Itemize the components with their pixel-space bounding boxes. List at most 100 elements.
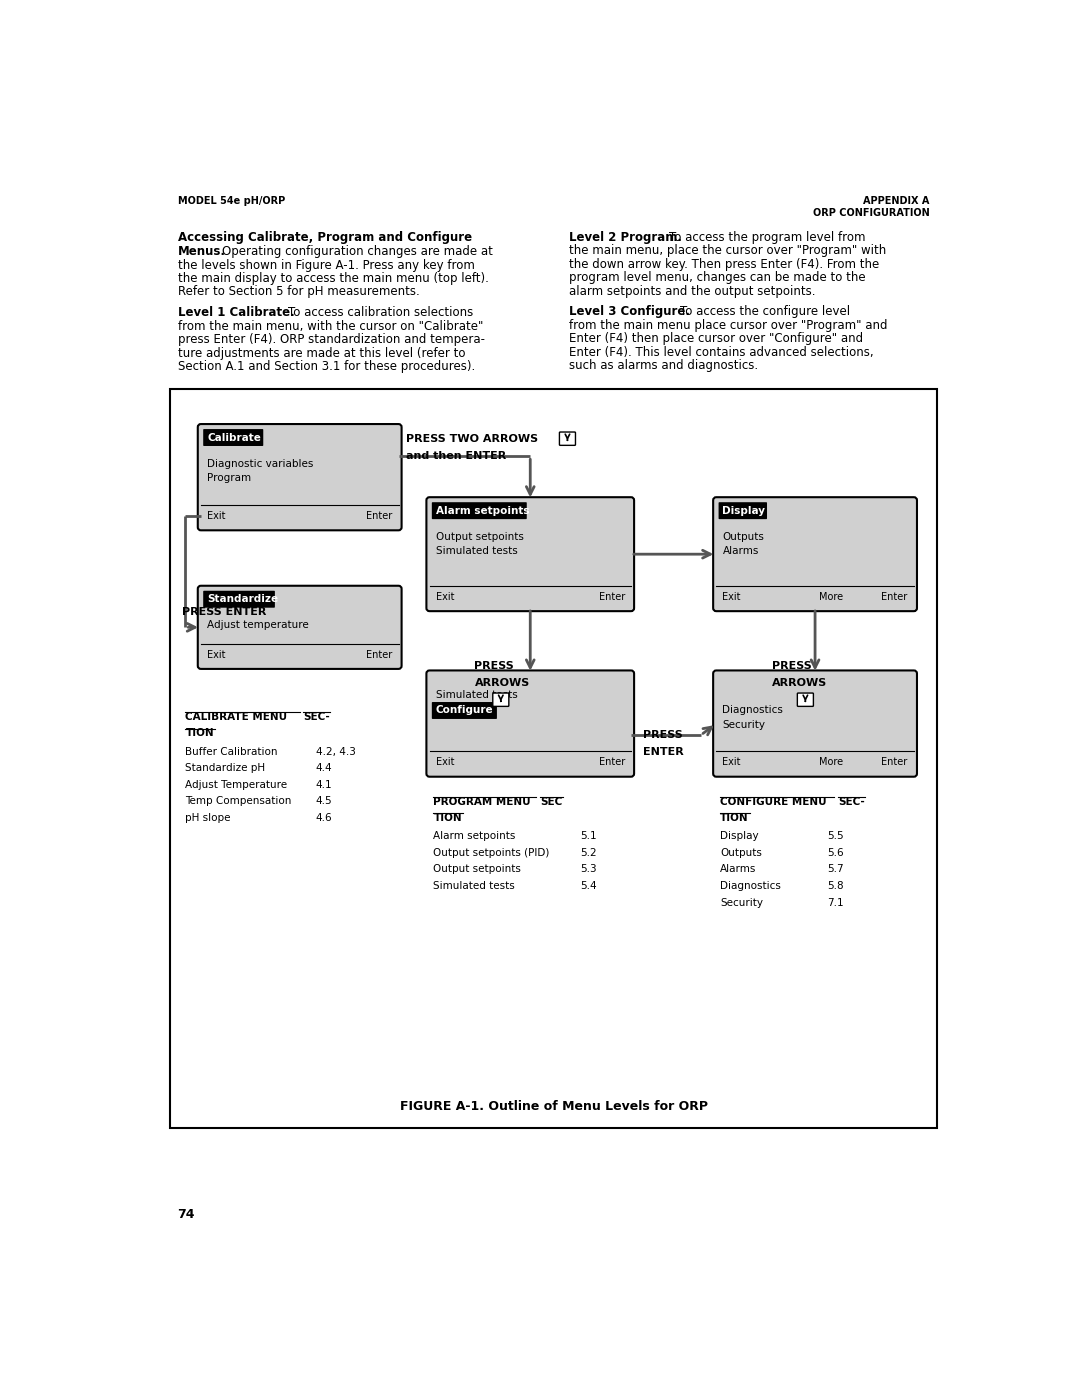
Text: Outputs: Outputs xyxy=(723,532,765,542)
FancyBboxPatch shape xyxy=(713,497,917,610)
Text: TION: TION xyxy=(433,813,462,823)
Text: Program: Program xyxy=(207,474,252,483)
Text: the levels shown in Figure A-1. Press any key from: the levels shown in Figure A-1. Press an… xyxy=(177,258,474,271)
Text: Temp Compensation: Temp Compensation xyxy=(186,796,292,806)
Text: 5.3: 5.3 xyxy=(581,865,597,875)
Text: Level 2 Program.: Level 2 Program. xyxy=(569,231,681,244)
Text: SEC-: SEC- xyxy=(303,712,329,722)
Text: Enter (F4). This level contains advanced selections,: Enter (F4). This level contains advanced… xyxy=(569,346,874,359)
Text: Diagnostics: Diagnostics xyxy=(723,705,783,715)
Text: ENTER: ENTER xyxy=(643,747,684,757)
Text: ARROWS: ARROWS xyxy=(474,678,529,687)
Text: Diagnostics: Diagnostics xyxy=(720,882,781,891)
Text: MODEL 54e pH/ORP: MODEL 54e pH/ORP xyxy=(177,196,285,207)
Text: Accessing Calibrate, Program and Configure: Accessing Calibrate, Program and Configu… xyxy=(177,231,472,244)
Text: PRESS: PRESS xyxy=(772,661,812,671)
Text: 5.8: 5.8 xyxy=(827,882,843,891)
FancyBboxPatch shape xyxy=(797,693,813,707)
Text: Standardize: Standardize xyxy=(207,594,279,605)
Text: Output setpoints: Output setpoints xyxy=(435,532,524,542)
Text: PROGRAM MENU: PROGRAM MENU xyxy=(433,796,531,806)
FancyBboxPatch shape xyxy=(713,671,917,777)
Text: Enter (F4) then place cursor over "Configure" and: Enter (F4) then place cursor over "Confi… xyxy=(569,332,863,345)
Text: Menus.: Menus. xyxy=(177,244,226,258)
Text: program level menu, changes can be made to the: program level menu, changes can be made … xyxy=(569,271,866,284)
Text: To access the program level from: To access the program level from xyxy=(669,231,865,244)
Text: Configure: Configure xyxy=(435,704,494,715)
Text: Display: Display xyxy=(723,506,766,515)
Text: the down arrow key. Then press Enter (F4). From the: the down arrow key. Then press Enter (F4… xyxy=(569,257,879,271)
Text: Exit: Exit xyxy=(723,757,741,767)
Text: Simulated tests: Simulated tests xyxy=(435,690,517,700)
Text: CALIBRATE MENU: CALIBRATE MENU xyxy=(186,712,287,722)
Text: 4.2, 4.3: 4.2, 4.3 xyxy=(315,746,355,757)
FancyBboxPatch shape xyxy=(427,497,634,610)
FancyBboxPatch shape xyxy=(198,585,402,669)
Text: Exit: Exit xyxy=(207,650,226,659)
Text: Adjust temperature: Adjust temperature xyxy=(207,620,309,630)
Text: TION: TION xyxy=(186,728,214,738)
Text: Exit: Exit xyxy=(435,757,455,767)
Text: Enter: Enter xyxy=(598,592,625,602)
Text: the main menu, place the cursor over "Program" with: the main menu, place the cursor over "Pr… xyxy=(569,244,887,257)
Text: pH slope: pH slope xyxy=(186,813,231,823)
Text: Exit: Exit xyxy=(435,592,455,602)
Text: To access the configure level: To access the configure level xyxy=(679,306,850,319)
Text: Simulated tests: Simulated tests xyxy=(435,546,517,556)
Text: 4.6: 4.6 xyxy=(315,813,333,823)
FancyBboxPatch shape xyxy=(718,502,767,520)
Text: Standardize pH: Standardize pH xyxy=(186,763,266,773)
Text: TION: TION xyxy=(720,813,748,823)
Text: Security: Security xyxy=(720,898,764,908)
Text: Exit: Exit xyxy=(207,511,226,521)
Text: Enter: Enter xyxy=(881,592,907,602)
Text: Outputs: Outputs xyxy=(720,848,762,858)
Text: 7.1: 7.1 xyxy=(827,898,843,908)
Text: Alarms: Alarms xyxy=(723,546,759,556)
FancyBboxPatch shape xyxy=(203,429,264,446)
Text: Security: Security xyxy=(723,719,766,729)
Text: Adjust Temperature: Adjust Temperature xyxy=(186,780,287,789)
Text: 5.2: 5.2 xyxy=(581,848,597,858)
Text: Enter: Enter xyxy=(366,650,392,659)
Text: CONFIGURE MENU: CONFIGURE MENU xyxy=(720,796,827,806)
Text: Alarms: Alarms xyxy=(720,865,756,875)
FancyBboxPatch shape xyxy=(492,693,509,707)
Text: 4.1: 4.1 xyxy=(315,780,333,789)
Text: the main display to access the main menu (top left).: the main display to access the main menu… xyxy=(177,272,488,285)
Bar xyxy=(170,388,937,1127)
Text: PRESS TWO ARROWS: PRESS TWO ARROWS xyxy=(406,433,538,444)
Text: SEC-: SEC- xyxy=(838,796,865,806)
Text: ARROWS: ARROWS xyxy=(772,678,827,687)
Text: More: More xyxy=(819,757,842,767)
Text: Enter: Enter xyxy=(881,757,907,767)
Text: Level 3 Configure.: Level 3 Configure. xyxy=(569,306,690,319)
Text: Alarm setpoints: Alarm setpoints xyxy=(433,831,516,841)
Text: 5.6: 5.6 xyxy=(827,848,843,858)
Text: Refer to Section 5 for pH measurements.: Refer to Section 5 for pH measurements. xyxy=(177,285,419,299)
Text: Exit: Exit xyxy=(723,592,741,602)
Text: Alarm setpoints: Alarm setpoints xyxy=(435,506,529,515)
Text: Operating configuration changes are made at: Operating configuration changes are made… xyxy=(222,244,494,258)
Text: SEC: SEC xyxy=(540,796,563,806)
Text: alarm setpoints and the output setpoints.: alarm setpoints and the output setpoints… xyxy=(569,285,815,298)
FancyBboxPatch shape xyxy=(427,671,634,777)
Text: APPENDIX A
ORP CONFIGURATION: APPENDIX A ORP CONFIGURATION xyxy=(812,196,930,218)
Text: Calibrate: Calibrate xyxy=(207,433,261,443)
FancyBboxPatch shape xyxy=(198,425,402,531)
Text: press Enter (F4). ORP standardization and tempera-: press Enter (F4). ORP standardization an… xyxy=(177,334,485,346)
Text: ture adjustments are made at this level (refer to: ture adjustments are made at this level … xyxy=(177,346,465,359)
Text: Output setpoints: Output setpoints xyxy=(433,865,522,875)
Text: FIGURE A-1. Outline of Menu Levels for ORP: FIGURE A-1. Outline of Menu Levels for O… xyxy=(400,1099,707,1113)
Text: Enter: Enter xyxy=(598,757,625,767)
Text: Output setpoints (PID): Output setpoints (PID) xyxy=(433,848,550,858)
Text: 5.4: 5.4 xyxy=(581,882,597,891)
Text: Display: Display xyxy=(720,831,759,841)
Text: 5.1: 5.1 xyxy=(581,831,597,841)
Text: 5.5: 5.5 xyxy=(827,831,843,841)
Text: To access calibration selections: To access calibration selections xyxy=(288,306,474,320)
Text: Section A.1 and Section 3.1 for these procedures).: Section A.1 and Section 3.1 for these pr… xyxy=(177,360,475,373)
Text: Level 1 Calibrate.: Level 1 Calibrate. xyxy=(177,306,295,320)
Text: PRESS ENTER: PRESS ENTER xyxy=(181,606,266,617)
Text: 4.5: 4.5 xyxy=(315,796,333,806)
